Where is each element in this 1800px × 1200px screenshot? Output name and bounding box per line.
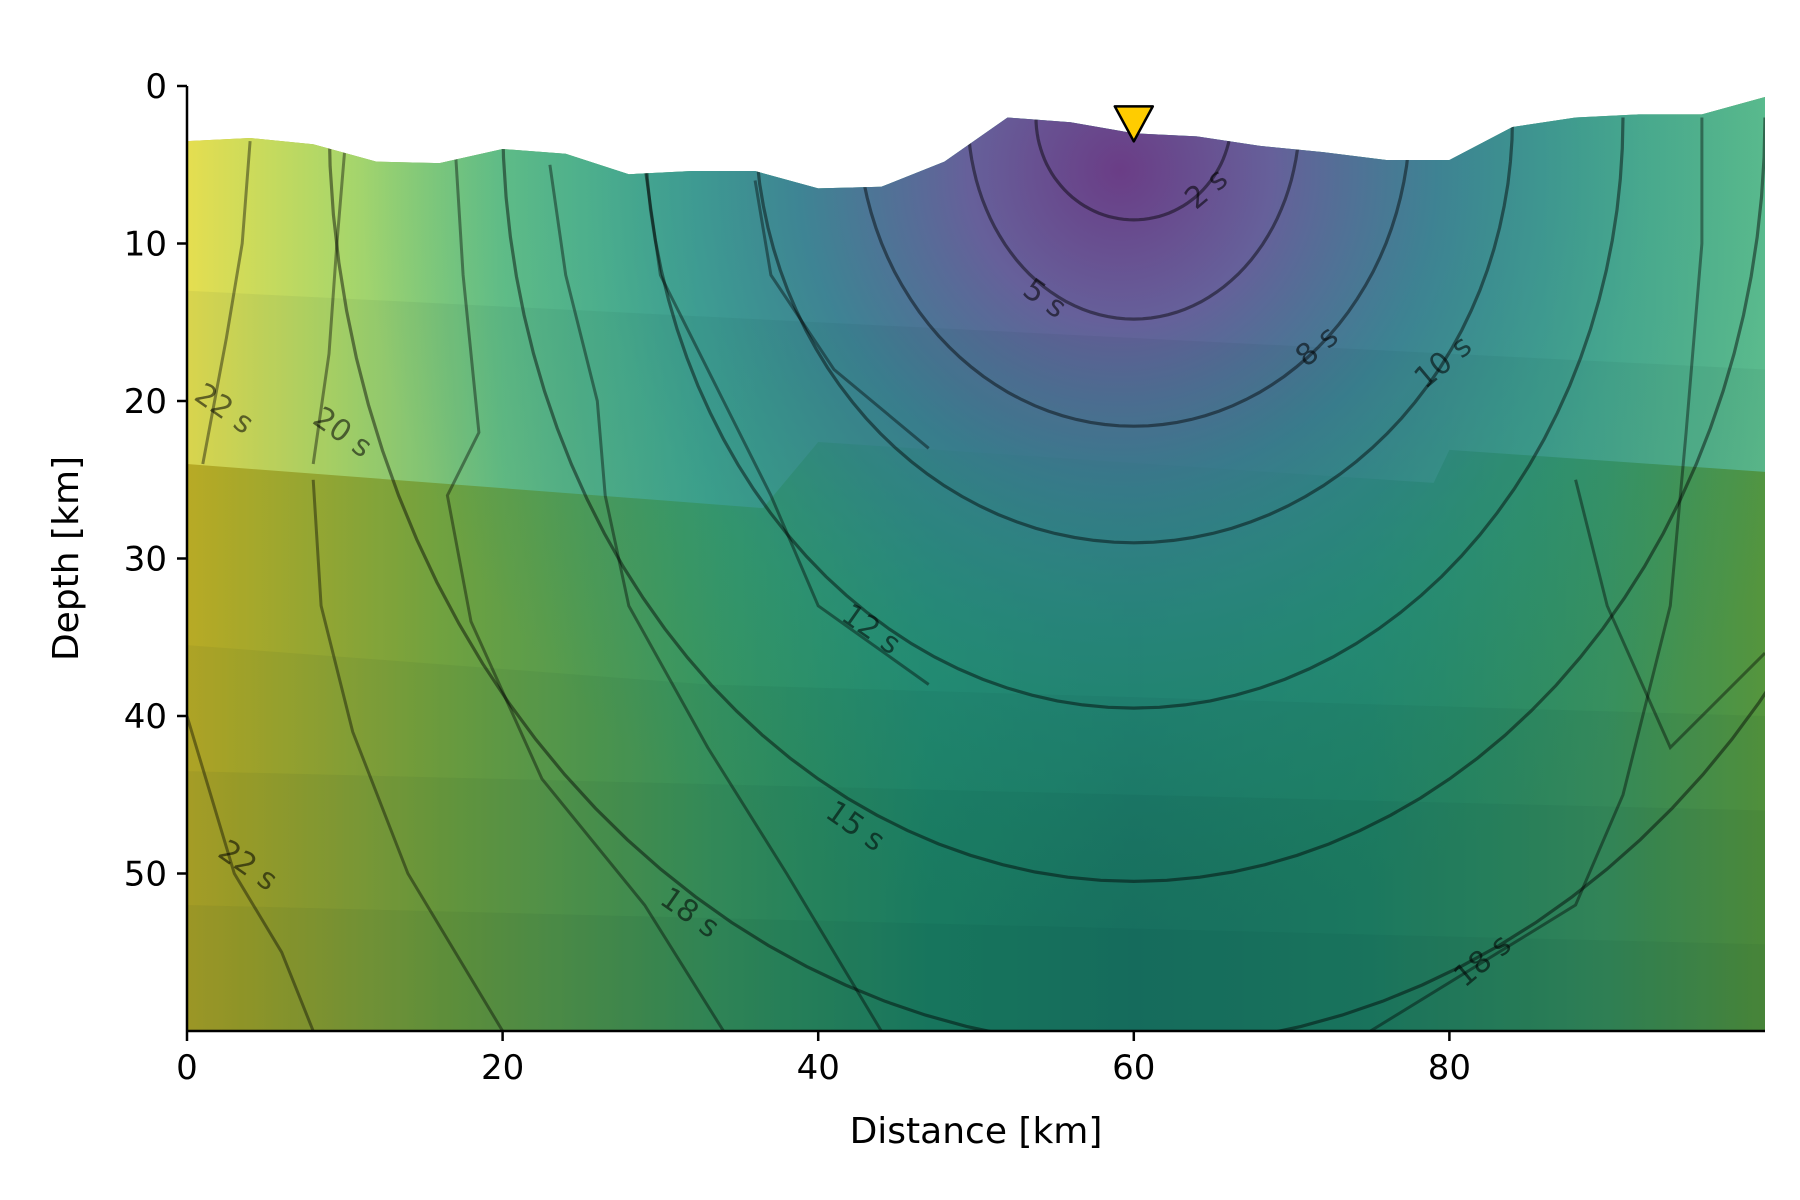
y-ticks: 0 10 20 30 40 50: [124, 67, 187, 895]
layer-bands: [187, 290, 1765, 1031]
contour-line-22s-lower: [187, 715, 315, 1031]
axes: 0 20 40 60 80 0 10 20 30 40 50 Distance [km] Dept…: [46, 67, 1765, 1152]
y-tick-label: 0: [145, 67, 167, 107]
contour-lines: [187, 117, 1765, 1031]
x-tick-label: 80: [1428, 1048, 1471, 1088]
x-tick-label: 0: [176, 1048, 198, 1088]
contour-line-8s: [856, 117, 1412, 428]
source-gradient: [187, 97, 1765, 1031]
contour-line-18s-right: [1574, 479, 1765, 751]
travel-time-field: [187, 97, 1765, 1031]
contour-line-22s-upper: [201, 140, 252, 465]
contour-line-18s: [327, 117, 1765, 1031]
contour-line-15s-mid: [643, 164, 930, 686]
contour-line-12s: [643, 117, 1625, 710]
y-tick-label: 50: [124, 855, 167, 895]
station-marker: [1113, 105, 1155, 143]
y-tick-label: 10: [124, 225, 167, 265]
contour-line-22s: [311, 479, 504, 1031]
layer-band: [187, 645, 1765, 1031]
x-axis-title: Distance [km]: [850, 1111, 1103, 1152]
layer-band: [187, 905, 1765, 1031]
contour-line-5s: [966, 117, 1302, 321]
contour-line-20s: [445, 148, 725, 1031]
y-tick-label: 40: [124, 697, 167, 737]
contour-line-20s-right: [1369, 117, 1704, 1031]
x-tick-label: 40: [797, 1048, 840, 1088]
contour-line-12s-mid: [753, 180, 930, 450]
y-tick-label: 30: [124, 540, 167, 580]
layer-band: [187, 290, 1765, 1031]
contour-line-10s: [753, 117, 1515, 545]
y-tick-label: 20: [124, 382, 167, 422]
y-axis-title: Depth [km]: [46, 456, 87, 661]
contour-line-2s: [1034, 117, 1234, 222]
layer-band: [187, 771, 1765, 1031]
contour-line-15s: [501, 117, 1765, 884]
x-tick-label: 60: [1112, 1048, 1155, 1088]
x-ticks: 0 20 40 60 80: [176, 1031, 1471, 1088]
contour-line-18s-mid: [548, 164, 883, 1031]
x-tick-label: 20: [481, 1048, 524, 1088]
contour-line-20s-upper: [311, 148, 347, 465]
